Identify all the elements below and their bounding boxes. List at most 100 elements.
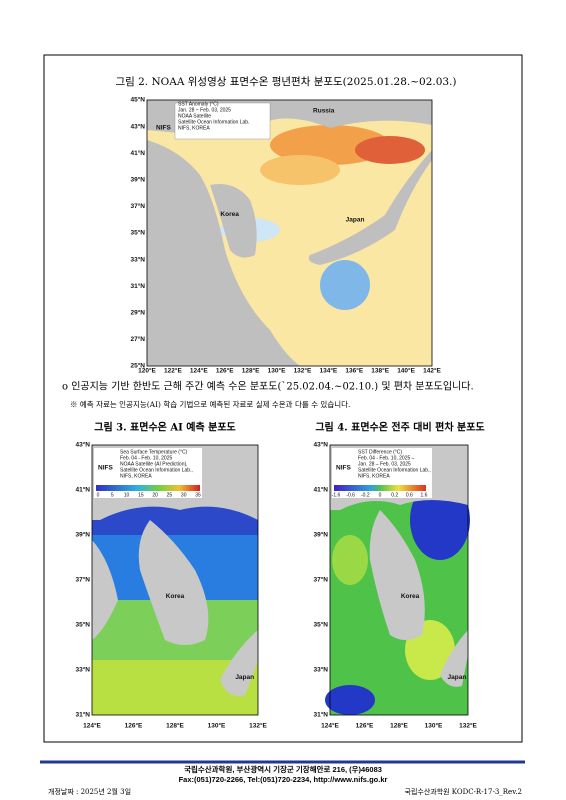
scale-label: 30 bbox=[181, 492, 187, 498]
map-prediction bbox=[91, 444, 259, 716]
lat-label: 29°N bbox=[130, 309, 145, 317]
figure3-title: 그림 3. 표면수온 AI 예측 분포도 bbox=[94, 421, 235, 434]
logo: NIFS bbox=[336, 465, 351, 472]
lat-label: 33°N bbox=[130, 255, 145, 263]
legend-text: NOAA Satellite (AI Prediction), bbox=[120, 461, 188, 467]
lat-label: 37°N bbox=[313, 576, 328, 584]
lon-label: 124°E bbox=[83, 722, 101, 730]
lon-label: 142°E bbox=[423, 367, 441, 375]
lat-label: 35°N bbox=[130, 229, 145, 237]
map-difference bbox=[325, 444, 470, 716]
legend-text: NIFS, KOREA bbox=[358, 473, 390, 479]
scale-label: 35 bbox=[195, 492, 201, 498]
scale-label: 0 bbox=[97, 492, 100, 498]
scale-label: 25 bbox=[167, 492, 173, 498]
place-label: Korea bbox=[220, 211, 239, 218]
legend-text: Jan. 28 ~ Feb. 03, 2025 bbox=[178, 107, 231, 113]
lon-label: 132°E bbox=[294, 367, 312, 375]
lon-label: 128°E bbox=[242, 367, 260, 375]
figure4-title: 그림 4. 표면수온 전주 대비 편차 분포도 bbox=[315, 421, 484, 434]
lat-label: 33°N bbox=[75, 666, 90, 674]
place-label: Japan bbox=[448, 674, 467, 681]
lat-label: 31°N bbox=[75, 711, 90, 719]
lat-label: 41°N bbox=[75, 486, 90, 494]
map-anomaly bbox=[146, 99, 433, 367]
scale-label: 20 bbox=[152, 492, 158, 498]
lat-label: 39°N bbox=[313, 531, 328, 539]
legend-text: Satellite Ocean Information Lab. bbox=[178, 119, 249, 125]
lon-label: 132°E bbox=[459, 722, 477, 730]
lon-label: 120°E bbox=[138, 367, 156, 375]
logo: NIFS bbox=[156, 125, 171, 132]
lat-label: 45°N bbox=[130, 96, 145, 104]
lat-label: 43°N bbox=[130, 122, 145, 130]
lat-label: 41°N bbox=[130, 149, 145, 157]
lon-label: 128°E bbox=[390, 722, 408, 730]
footer-address: 국립수산과학원, 부산광역시 기장군 기장해안로 216, (우)46083 bbox=[184, 764, 382, 774]
lat-label: 33°N bbox=[313, 666, 328, 674]
lat-label: 39°N bbox=[130, 176, 145, 184]
scale-label: -0.2 bbox=[361, 492, 370, 498]
lon-label: 140°E bbox=[397, 367, 415, 375]
scale-label: 0.6 bbox=[406, 492, 413, 498]
lon-label: 124°E bbox=[321, 722, 339, 730]
legend-text: NIFS, KOREA bbox=[178, 125, 210, 131]
scale-label: 0 bbox=[379, 492, 382, 498]
footer-contact: Fax:(051)720-2266, Tel:(051)720-2234, ht… bbox=[179, 775, 388, 784]
lon-label: 138°E bbox=[371, 367, 389, 375]
lon-label: 122°E bbox=[164, 367, 182, 375]
lat-label: 35°N bbox=[313, 621, 328, 629]
lat-label: 35°N bbox=[75, 621, 90, 629]
lon-label: 126°E bbox=[125, 722, 143, 730]
logo: NIFS bbox=[98, 465, 113, 472]
scale-label: 1.6 bbox=[421, 492, 428, 498]
lat-label: 25°N bbox=[130, 362, 145, 370]
lon-label: 128°E bbox=[166, 722, 184, 730]
lon-label: 136°E bbox=[345, 367, 363, 375]
place-label: Japan bbox=[346, 216, 365, 223]
lon-label: 124°E bbox=[190, 367, 208, 375]
place-label: Korea bbox=[401, 593, 420, 600]
legend-text: Jan. 28 – Feb. 03, 2025 bbox=[358, 461, 411, 467]
scale-label: -0.6 bbox=[346, 492, 355, 498]
frame bbox=[43, 54, 523, 743]
legend-text: Feb. 04 - Feb. 10, 2025 – bbox=[358, 455, 415, 461]
lon-label: 126°E bbox=[356, 722, 374, 730]
scale-label: 0.2 bbox=[391, 492, 398, 498]
lon-label: 130°E bbox=[425, 722, 443, 730]
lon-label: 130°E bbox=[268, 367, 286, 375]
scale-label: -1.6 bbox=[332, 492, 341, 498]
lat-label: 37°N bbox=[75, 576, 90, 584]
lat-label: 43°N bbox=[313, 441, 328, 449]
lon-label: 130°E bbox=[208, 722, 226, 730]
doc-id: 국립수산과학원 KODC-R-17-3_Rev.2 bbox=[405, 787, 523, 796]
paragraph: o 인공지능 기반 한반도 근해 주간 예측 수온 분포도(`25.02.04.… bbox=[62, 380, 474, 393]
scale-label: 5 bbox=[111, 492, 114, 498]
figure2-title: 그림 2. NOAA 위성영상 표면수온 평년편차 분포도(2025.01.28… bbox=[115, 75, 456, 88]
legend-text: Feb. 04 - Feb. 10, 2025 bbox=[120, 455, 172, 461]
legend-text: Satellite Ocean Information Lab., bbox=[120, 467, 193, 473]
lat-label: 39°N bbox=[75, 531, 90, 539]
place-label: Japan bbox=[235, 674, 254, 681]
lat-label: 31°N bbox=[130, 282, 145, 290]
lat-label: 37°N bbox=[130, 202, 145, 210]
lat-label: 43°N bbox=[75, 441, 90, 449]
lon-label: 126°E bbox=[216, 367, 234, 375]
legend-text: SST Difference (°C) bbox=[358, 449, 402, 455]
place-label: Russia bbox=[313, 107, 335, 114]
legend-text: NOAA Satellite bbox=[178, 113, 211, 119]
scale-label: 10 bbox=[124, 492, 130, 498]
place-label: Korea bbox=[166, 593, 185, 600]
legend-text: NIFS, KOREA bbox=[120, 473, 152, 479]
note: ※ 예측 자료는 인공지능(AI) 학습 기법으로 예측된 자료로 실제 수온과… bbox=[70, 399, 350, 409]
revision-date: 개정날짜 : 2025년 2월 3일 bbox=[48, 787, 131, 796]
lon-label: 134°E bbox=[319, 367, 337, 375]
lat-label: 41°N bbox=[313, 486, 328, 494]
legend-text: Sea Surface Temperature (°C) bbox=[120, 449, 188, 455]
lat-label: 27°N bbox=[130, 335, 145, 343]
legend-text: SST Anomaly (°C) bbox=[178, 101, 219, 107]
scale-label: 15 bbox=[138, 492, 144, 498]
legend-text: Satellite Ocean Information Lab., bbox=[358, 467, 431, 473]
